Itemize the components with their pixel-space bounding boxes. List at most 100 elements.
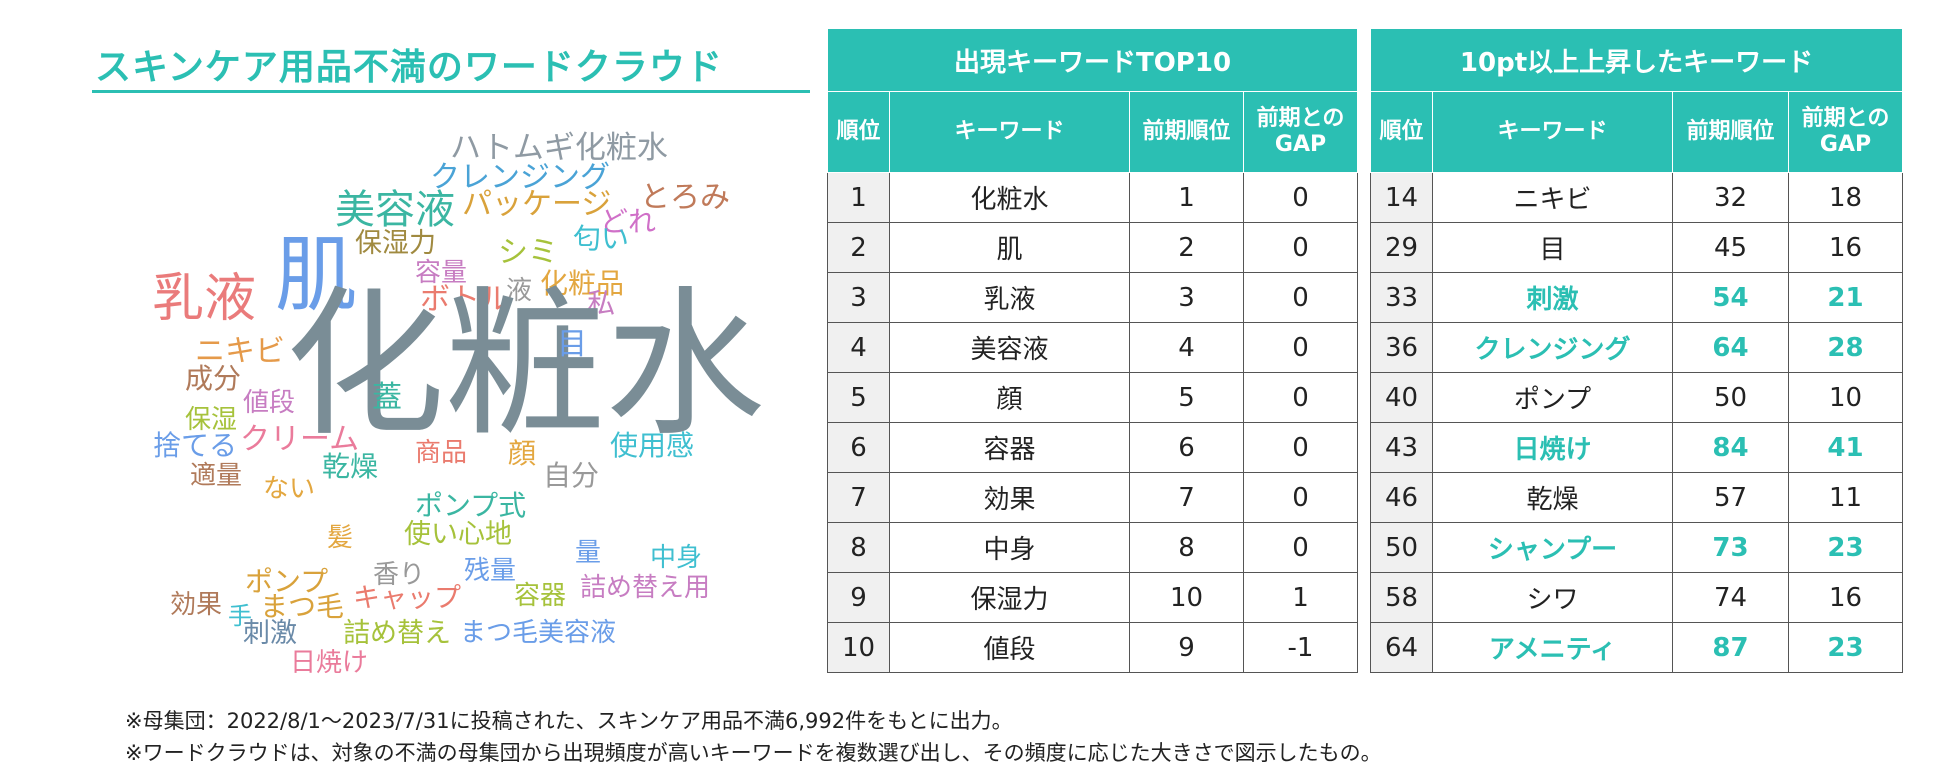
cell-gap: -1 <box>1242 622 1359 673</box>
cell-keyword: ポンプ <box>1432 372 1673 423</box>
cloud-word: 刺激 <box>243 618 297 649</box>
cloud-word: 手 <box>228 602 252 630</box>
cell-gap: 0 <box>1242 422 1359 473</box>
word-cloud: ハトムギ化粧水 クレンジング 美容液 パッケージ とろみ どれ 保湿力 匂い シミ 容量肌乳液 化粧… <box>0 0 820 700</box>
cell-keyword: 乾燥 <box>1432 472 1673 523</box>
cell-keyword: シワ <box>1432 572 1673 623</box>
cell-rank: 10 <box>827 622 890 673</box>
cell-gap: 0 <box>1242 372 1359 423</box>
cell-rank: 43 <box>1370 422 1433 473</box>
cloud-word: 成分 <box>185 362 242 395</box>
table-row: 36 クレンジング 64 28 <box>1370 322 1904 373</box>
cell-gap: 0 <box>1242 272 1359 323</box>
cell-prev: 84 <box>1672 422 1789 473</box>
cell-gap: 16 <box>1787 572 1904 623</box>
cloud-word: ボトル <box>420 282 510 317</box>
cloud-word: 値段 <box>243 388 296 418</box>
cloud-word: 詰め替え用 <box>580 573 711 603</box>
cell-prev: 57 <box>1672 472 1789 523</box>
cloud-word: 乳液 <box>152 269 257 329</box>
cell-gap: 23 <box>1787 622 1904 673</box>
cell-keyword: シャンプー <box>1432 522 1673 573</box>
cell-keyword: 保湿力 <box>889 572 1130 623</box>
cloud-word: クレンジング <box>430 160 610 195</box>
cloud-word: ない <box>263 474 316 504</box>
top10-header-keyword: キーワード <box>889 91 1130 173</box>
table-row: 10 値段 9 -1 <box>827 622 1359 673</box>
cloud-word: 髪 <box>327 523 354 553</box>
cloud-word: 残量 <box>464 556 517 586</box>
cell-keyword: 顔 <box>889 372 1130 423</box>
cloud-word: 量 <box>575 538 602 568</box>
table-row: 58 シワ 74 16 <box>1370 572 1904 623</box>
cell-rank: 58 <box>1370 572 1433 623</box>
cloud-word: シミ <box>498 235 558 270</box>
cloud-word: 化粧品 <box>540 267 625 300</box>
cloud-word: 液 <box>506 276 533 306</box>
cell-prev: 4 <box>1129 322 1244 373</box>
cell-gap: 10 <box>1787 372 1904 423</box>
cell-rank: 14 <box>1370 172 1433 223</box>
cloud-word: 私 <box>587 287 616 320</box>
cell-rank: 40 <box>1370 372 1433 423</box>
cell-keyword: ニキビ <box>1432 172 1673 223</box>
table-row: 40 ポンプ 50 10 <box>1370 372 1904 423</box>
cloud-word: キャップ <box>353 583 461 614</box>
cloud-word: まつ毛 <box>260 590 345 623</box>
wordcloud-title: スキンケア用品不満のワードクラウド <box>95 47 723 88</box>
cloud-word: 使用感 <box>610 429 695 462</box>
table-row: 29 目 45 16 <box>1370 222 1904 273</box>
cloud-word: ニキビ <box>195 334 285 369</box>
cloud-word: 肌 <box>275 228 358 323</box>
cloud-word: 日焼け <box>290 648 369 678</box>
cell-prev: 87 <box>1672 622 1789 673</box>
cell-rank: 36 <box>1370 322 1433 373</box>
cloud-word: 効果 <box>170 590 223 620</box>
cell-keyword: 美容液 <box>889 322 1130 373</box>
table-row: 1 化粧水 1 0 <box>827 172 1359 223</box>
cell-gap: 18 <box>1787 172 1904 223</box>
cell-keyword: 容器 <box>889 422 1130 473</box>
top10-header-gap: 前期との GAP <box>1242 91 1359 173</box>
cell-rank: 46 <box>1370 472 1433 523</box>
cloud-word: ポンプ <box>245 565 329 598</box>
cell-gap: 0 <box>1242 172 1359 223</box>
cell-keyword: 化粧水 <box>889 172 1130 223</box>
cloud-word: 顔 <box>508 437 537 470</box>
cell-gap: 23 <box>1787 522 1904 573</box>
cell-prev: 1 <box>1129 172 1244 223</box>
cell-rank: 8 <box>827 522 890 573</box>
cell-prev: 54 <box>1672 272 1789 323</box>
top10-table: 出現キーワードTOP10 順位 キーワード 前期順位 前期との GAP 1 化粧水 1 0 2… <box>826 28 1359 673</box>
top10-header-rank: 順位 <box>827 91 890 173</box>
table-row: 14 ニキビ 32 18 <box>1370 172 1904 223</box>
cell-prev: 7 <box>1129 472 1244 523</box>
cell-keyword: 中身 <box>889 522 1130 573</box>
table-row: 46 乾燥 57 11 <box>1370 472 1904 523</box>
table-row: 4 美容液 4 0 <box>827 322 1359 373</box>
rising-header-gap: 前期との GAP <box>1787 91 1904 173</box>
cloud-word: クリーム <box>240 422 360 457</box>
cell-rank: 4 <box>827 322 890 373</box>
table-row: 9 保湿力 10 1 <box>827 572 1359 623</box>
rising-table: 10pt以上上昇したキーワード 順位 キーワード 前期順位 前期との GAP 14 ニキ… <box>1369 28 1904 673</box>
cell-rank: 7 <box>827 472 890 523</box>
cloud-word: ポンプ式 <box>415 489 527 522</box>
cloud-word: 使い心地 <box>404 519 512 550</box>
cloud-word: 香り <box>373 560 426 590</box>
cloud-word: 匂い <box>573 222 630 255</box>
cell-prev: 3 <box>1129 272 1244 323</box>
rising-header-keyword: キーワード <box>1432 91 1673 173</box>
cloud-word: とろみ <box>640 180 730 215</box>
cloud-word: 容量 <box>415 258 468 288</box>
cell-keyword: 効果 <box>889 472 1130 523</box>
cell-rank: 29 <box>1370 222 1433 273</box>
cell-gap: 0 <box>1242 522 1359 573</box>
cell-rank: 64 <box>1370 622 1433 673</box>
cell-keyword: 肌 <box>889 222 1130 273</box>
cell-rank: 9 <box>827 572 890 623</box>
table-row: 7 効果 7 0 <box>827 472 1359 523</box>
footnote-wordcloud: ※ワードクラウドは、対象の不満の母集団から出現頻度が高いキーワードを複数選び出し… <box>125 741 1382 765</box>
cell-gap: 28 <box>1787 322 1904 373</box>
